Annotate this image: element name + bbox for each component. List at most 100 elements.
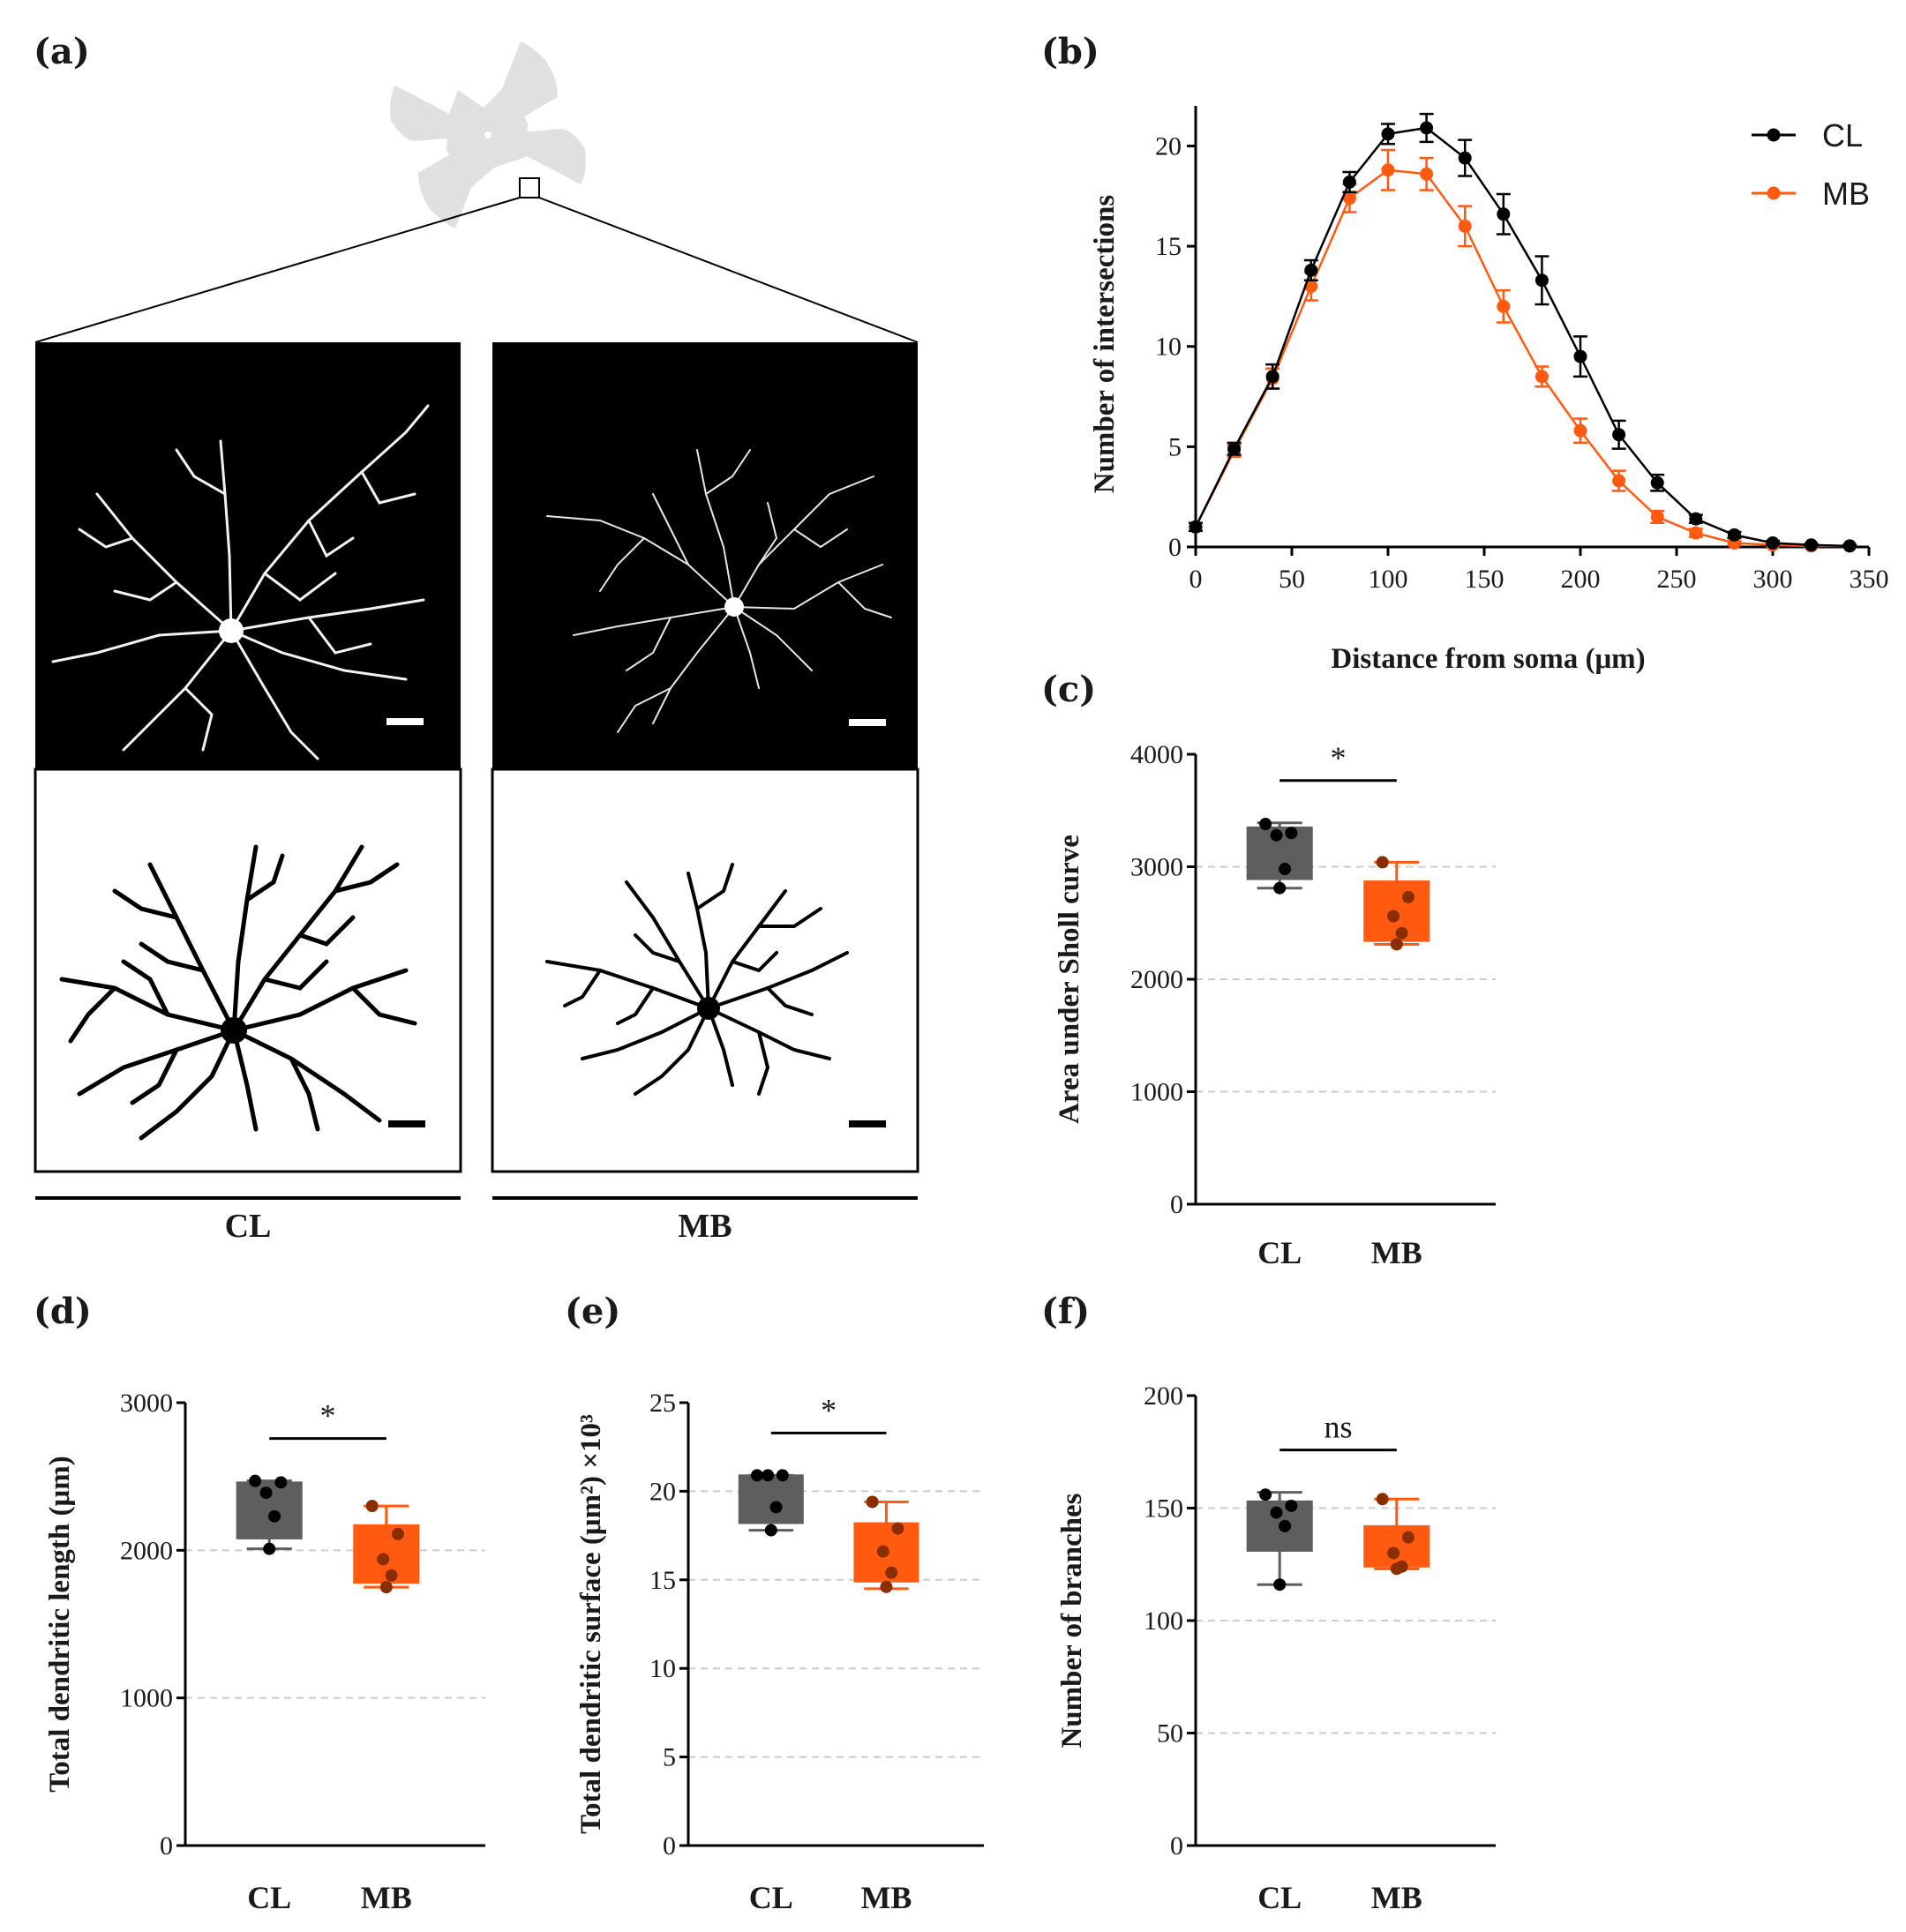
mb-tracing: [491, 768, 919, 1173]
cl-scale-bar-top: [386, 718, 424, 725]
box-plot-dendritic-surface: (e) CL MB 0 5 10 15 20 25 Total dendritic surface…: [565, 1291, 984, 1915]
y-axis-label: Number of intersections: [1089, 195, 1121, 494]
data-point-MB: [1535, 370, 1549, 384]
data-point-CL: [1689, 512, 1703, 526]
data-point: [365, 1500, 379, 1513]
cl-tracing: [34, 768, 462, 1173]
y-tick-label: 15: [649, 1566, 676, 1595]
box-plot-branches: (f) CL MB 0 50 100 150 200 Number of branches ns: [1041, 1291, 1496, 1915]
data-point: [268, 1509, 281, 1523]
data-point: [866, 1495, 879, 1509]
data-point: [1387, 910, 1400, 923]
box-plot-dendritic-length: (d) CL MB 0 1000 2000 3000 Total dendritic leng…: [34, 1291, 485, 1915]
retina-flatmount: [390, 41, 586, 228]
data-point-CL: [1805, 538, 1819, 552]
y-tick-label: 4000: [1130, 740, 1183, 769]
y-tick-label: 5: [663, 1743, 676, 1772]
legend-label-CL: CL: [1822, 117, 1863, 154]
box-MB: [853, 1495, 919, 1593]
panel-b-label: (b): [1041, 31, 1099, 72]
data-point-CL: [1842, 539, 1857, 553]
data-point-CL: [1189, 520, 1203, 534]
data-point: [1270, 1506, 1283, 1519]
y-tick-label: 0: [1170, 1190, 1183, 1219]
zoom-line-right: [538, 197, 919, 343]
mb-scale-bar-bottom: [849, 1120, 886, 1127]
x-tick-label: 150: [1465, 565, 1505, 594]
category-label-CL: CL: [1257, 1880, 1302, 1915]
box-CL: [1246, 1488, 1313, 1591]
data-point: [764, 1524, 777, 1537]
category-label-MB: MB: [1371, 1880, 1422, 1915]
data-point-CL: [1766, 535, 1780, 550]
series-line-CL: [1194, 126, 1850, 548]
y-tick-label: 25: [649, 1389, 676, 1418]
y-tick-label: 50: [1157, 1719, 1183, 1749]
data-point: [876, 1545, 889, 1558]
data-point: [1259, 818, 1272, 831]
x-tick-label: 50: [1279, 565, 1305, 594]
box-MB: [1363, 1493, 1430, 1576]
data-point-MB: [1573, 423, 1587, 438]
box-CL: [236, 1474, 303, 1555]
category-label-MB: MB: [1371, 1235, 1422, 1270]
series-line-MB: [1194, 168, 1850, 548]
data-point-CL: [1727, 528, 1741, 542]
data-point: [1270, 828, 1283, 842]
x-tick-label: 300: [1753, 565, 1793, 594]
data-point: [1273, 1578, 1287, 1591]
zoom-line-left: [34, 197, 521, 343]
data-point-CL: [1227, 442, 1242, 456]
data-point-CL: [1304, 263, 1318, 277]
data-point: [1390, 938, 1403, 951]
y-tick-label: 0: [1168, 533, 1182, 562]
data-point: [1285, 1499, 1298, 1512]
box-body: [1363, 1524, 1430, 1568]
significance-label: ns: [1324, 1410, 1352, 1445]
data-point-CL: [1650, 476, 1664, 490]
data-point: [263, 1542, 276, 1555]
mb-scale-bar-top: [849, 719, 886, 726]
y-tick-label: 20: [1155, 131, 1182, 161]
data-point: [1273, 881, 1287, 895]
series-CL: [1189, 112, 1857, 553]
y-tick-label: 150: [1144, 1494, 1183, 1524]
y-axis-label: Total dendritic length (μm): [44, 1456, 76, 1792]
x-tick-label: 0: [1189, 565, 1203, 594]
data-point-CL: [1458, 151, 1472, 165]
data-point-CL: [1381, 127, 1395, 141]
box-plot-area-under-sholl: (c) CL MB 0 1000 2000 3000 4000 Area under Sholl…: [1041, 669, 1496, 1270]
data-point-MB: [1420, 167, 1434, 181]
box-MB: [353, 1500, 420, 1594]
category-label-CL: CL: [749, 1880, 793, 1915]
data-point-CL: [1420, 121, 1434, 135]
panel-a: (a): [34, 31, 919, 1245]
data-point-MB: [1650, 510, 1664, 524]
panel-label: (c): [1041, 669, 1096, 710]
y-tick-label: 10: [649, 1654, 676, 1683]
x-tick-label: 250: [1657, 565, 1697, 594]
data-point-MB: [1458, 219, 1472, 233]
data-point: [1259, 1488, 1272, 1501]
data-point: [249, 1474, 262, 1487]
y-tick-label: 15: [1155, 232, 1182, 261]
y-axis-label: Number of branches: [1056, 1493, 1088, 1748]
data-point-MB: [1497, 299, 1511, 313]
y-tick-label: 3000: [120, 1389, 173, 1418]
data-point: [1376, 856, 1389, 869]
data-point-MB: [1381, 163, 1395, 177]
data-point-CL: [1342, 175, 1356, 189]
box-MB: [1363, 856, 1430, 951]
panel-label: (f): [1041, 1291, 1090, 1332]
y-tick-label: 3000: [1130, 853, 1183, 882]
box-CL: [738, 1469, 804, 1537]
data-point: [1387, 1546, 1400, 1560]
legend-marker-MB: [1767, 186, 1781, 200]
data-point: [1395, 926, 1408, 940]
data-point: [1376, 1493, 1389, 1506]
y-tick-label: 1000: [1130, 1078, 1183, 1107]
data-point-MB: [1689, 526, 1703, 540]
y-tick-label: 200: [1144, 1382, 1183, 1411]
data-point: [891, 1522, 904, 1535]
